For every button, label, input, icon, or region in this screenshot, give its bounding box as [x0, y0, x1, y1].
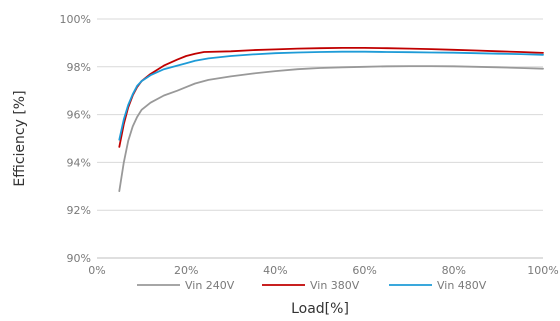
- legend: Vin 240V Vin 380V Vin 480V: [137, 279, 487, 292]
- x-tick-label: 40%: [263, 264, 287, 277]
- x-axis-title: Load[%]: [291, 301, 349, 317]
- x-tick-label: 80%: [442, 264, 466, 277]
- y-axis-title: Efficiency [%]: [12, 90, 28, 186]
- y-tick-label: 94%: [67, 156, 91, 169]
- y-tick-label: 90%: [67, 252, 91, 265]
- x-axis-ticks: 0% 20% 40% 60% 80% 100%: [88, 264, 558, 277]
- x-tick-label: 20%: [174, 264, 198, 277]
- y-tick-label: 92%: [67, 204, 91, 217]
- y-axis-ticks: 90% 92% 94% 96% 98% 100%: [60, 13, 91, 265]
- y-tick-label: 96%: [67, 109, 91, 122]
- legend-label: Vin 380V: [310, 279, 360, 292]
- x-tick-label: 100%: [527, 264, 558, 277]
- x-tick-label: 60%: [352, 264, 376, 277]
- series-line-vin-240v: [118, 65, 544, 193]
- x-tick-label: 0%: [88, 264, 105, 277]
- series-line-vin-380v: [118, 47, 544, 148]
- y-tick-label: 98%: [67, 61, 91, 74]
- y-tick-label: 100%: [60, 13, 91, 26]
- series-lines: [118, 47, 544, 193]
- series-line-vin-480v: [118, 50, 544, 141]
- gridlines: [97, 18, 543, 259]
- legend-label: Vin 480V: [437, 279, 487, 292]
- legend-label: Vin 240V: [185, 279, 235, 292]
